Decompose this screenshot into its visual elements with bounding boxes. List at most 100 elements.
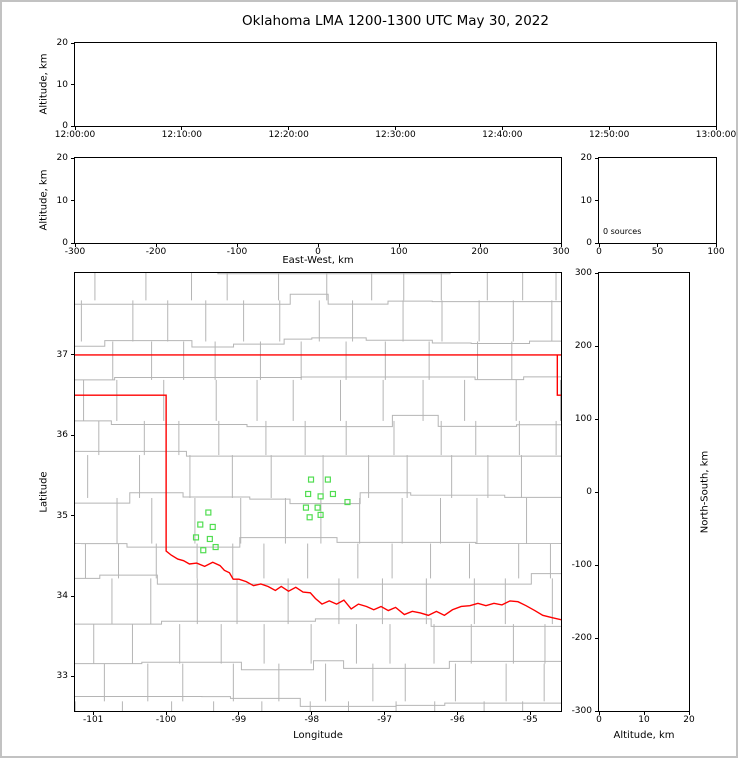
x-tick	[395, 126, 396, 130]
station-marker	[317, 511, 324, 518]
map-xlabel: Longitude	[293, 730, 343, 741]
county-line	[75, 573, 561, 585]
y-tick-label: 20	[56, 153, 68, 163]
y-tick	[595, 200, 599, 201]
y-tick-label: 300	[574, 268, 592, 278]
panel-time-altitude: 12:00:00 12:10:00 12:20:00 12:30:00 12:40:00…	[55, 38, 736, 140]
y-tick	[595, 637, 599, 639]
x-tick-label: 50	[651, 247, 664, 257]
x-tick	[398, 243, 400, 247]
northsouth-xlabel: Altitude, km	[613, 730, 675, 741]
x-tick	[598, 711, 600, 715]
x-tick-label: 10	[638, 715, 650, 725]
y-tick-label: 20	[56, 38, 68, 48]
x-tick-label: 20	[683, 715, 695, 725]
x-tick-label: 13:00:00	[695, 130, 737, 140]
station-marker	[200, 547, 207, 554]
x-tick-label: 12:50:00	[588, 130, 630, 140]
x-tick	[560, 243, 562, 247]
station-marker	[324, 476, 331, 483]
x-tick-label: -98	[304, 715, 320, 725]
county-line	[75, 293, 561, 305]
x-tick-label: -200	[145, 247, 167, 257]
eastwest-xlabel: East-West, km	[282, 255, 354, 266]
x-tick-label: -300	[64, 247, 86, 257]
panel-altitude-histogram: 0 sources 0 50 100 0 10 20	[581, 153, 725, 257]
y-tick	[71, 354, 75, 356]
x-tick-label: 12:10:00	[161, 130, 203, 140]
x-tick	[74, 243, 76, 247]
county-line	[75, 660, 561, 671]
y-tick-label: 35	[56, 510, 68, 521]
x-tick	[715, 126, 717, 130]
x-tick-label: -97	[377, 715, 393, 725]
x-tick	[317, 243, 319, 247]
y-tick	[71, 434, 75, 436]
x-tick	[501, 126, 503, 130]
y-tick-label: 10	[580, 195, 592, 206]
x-tick	[165, 711, 167, 715]
y-tick	[595, 564, 599, 566]
station-marker	[344, 498, 351, 506]
y-tick-label: 200	[574, 341, 592, 351]
y-tick	[71, 515, 75, 517]
y-tick	[71, 84, 75, 85]
eastwest-altitude-ylabel: Altitude, km	[38, 169, 50, 231]
station-marker	[305, 490, 312, 498]
y-tick	[71, 675, 75, 677]
y-tick	[595, 157, 599, 159]
time-altitude-ylabel: Altitude, km	[38, 53, 50, 115]
y-tick	[595, 418, 599, 420]
y-tick-label: 0	[586, 487, 592, 497]
y-tick-label: 0	[586, 238, 592, 248]
y-tick-label: 100	[574, 414, 592, 424]
x-tick-label: 12:30:00	[375, 130, 416, 140]
y-tick-label: -300	[571, 706, 592, 716]
y-tick	[71, 595, 75, 597]
panel-map: -101 -100 -99 -98 -97 -96 -95 33 34 35 36 37	[57, 272, 562, 725]
x-tick-label: 0	[596, 247, 602, 257]
county-line	[217, 273, 451, 275]
y-tick	[595, 710, 599, 712]
station-marker	[329, 490, 337, 498]
northsouth-ylabel-right: North-South, km	[699, 450, 711, 534]
y-tick-label: 10	[56, 195, 68, 206]
station-marker	[307, 476, 315, 483]
station-marker	[314, 504, 321, 511]
x-tick	[688, 711, 690, 715]
x-tick	[384, 711, 386, 715]
y-tick-label: 20	[580, 153, 592, 163]
panel-northsouth-altitude: 0 10 20 -300 -200 -100 0 100 200 300	[572, 268, 695, 725]
station-marker	[212, 543, 219, 551]
x-tick	[311, 711, 313, 715]
state-border-line	[556, 354, 561, 396]
x-tick-label: 300	[552, 247, 570, 257]
x-tick	[598, 243, 600, 247]
x-tick-label: 100	[390, 247, 408, 257]
x-tick-label: -100	[226, 247, 248, 257]
x-tick	[155, 243, 157, 247]
station-marker	[205, 509, 212, 516]
x-tick-label: -101	[82, 715, 104, 725]
station-marker	[206, 535, 213, 543]
x-tick	[181, 126, 183, 130]
county-line	[75, 537, 561, 548]
x-tick	[238, 711, 240, 715]
station-marker	[209, 523, 216, 531]
x-tick-label: 0	[315, 247, 321, 257]
source-count-label: 0 sources	[603, 227, 642, 236]
y-tick	[71, 200, 75, 201]
x-tick-label: 0	[596, 715, 602, 725]
county-line	[75, 618, 561, 627]
station-marker	[197, 521, 204, 528]
map-svg	[75, 273, 561, 711]
y-tick-label: 36	[56, 430, 68, 441]
panel-eastwest-altitude: -300 -200 -100 0 100 200 300 0 10 20	[57, 153, 570, 257]
county-line	[75, 414, 561, 428]
county-line	[75, 492, 561, 505]
x-tick	[608, 126, 610, 130]
x-tick-label: 12:20:00	[268, 130, 309, 140]
y-tick-label: 34	[56, 591, 68, 602]
y-tick-label: 0	[62, 121, 68, 131]
